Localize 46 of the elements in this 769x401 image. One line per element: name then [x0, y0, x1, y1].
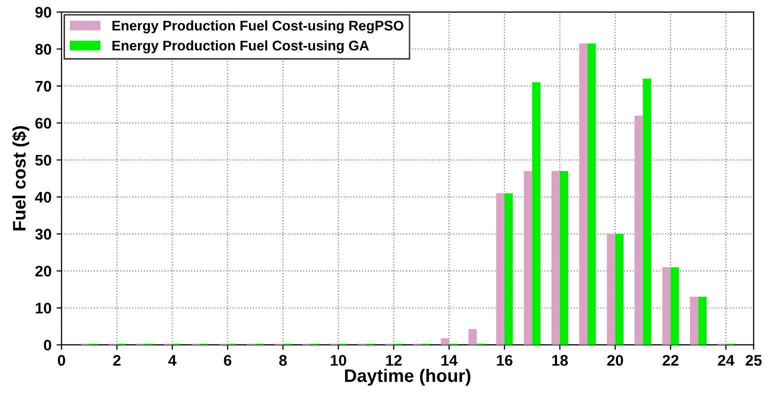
bar	[690, 296, 698, 345]
x-tick-label: 12	[386, 354, 402, 366]
bar	[615, 234, 624, 345]
bar	[504, 193, 513, 345]
bar	[634, 116, 643, 345]
y-tick-label: 70	[35, 80, 52, 92]
x-tick-label: 20	[607, 354, 624, 366]
bar	[579, 43, 588, 345]
y-tick-label: 90	[35, 6, 52, 18]
y-tick-label: 80	[35, 44, 52, 55]
bar	[524, 171, 532, 345]
bar	[560, 171, 568, 345]
x-tick-label: 18	[552, 354, 568, 366]
bar	[662, 267, 671, 345]
x-axis-title: Daytime (hour)	[345, 368, 470, 386]
x-tick-label: 4	[168, 355, 176, 366]
x-tick-label: 6	[224, 354, 232, 366]
x-tick-label: 24	[718, 354, 734, 366]
x-tick-label: 10	[330, 354, 346, 366]
x-tick-label: 16	[496, 354, 512, 366]
x-tick-label: 25	[746, 354, 762, 366]
y-tick-label: 0	[44, 340, 52, 351]
x-tick-label: 14	[442, 355, 458, 366]
legend-label: Energy Production Fuel Cost-using GA	[112, 40, 369, 54]
y-tick-label: 20	[35, 266, 52, 277]
y-tick-label: 60	[35, 118, 52, 129]
x-tick-label: 22	[662, 354, 678, 366]
y-tick-label: 30	[35, 228, 52, 240]
y-tick-label: 10	[36, 302, 52, 314]
bar	[606, 234, 616, 345]
y-tick-label: 40	[35, 192, 52, 203]
bar	[588, 43, 596, 345]
bar	[496, 193, 504, 345]
bar	[552, 171, 560, 345]
legend-label: Energy Production Fuel Cost-using RegPSO	[112, 20, 404, 34]
x-tick-label: 2	[113, 354, 121, 366]
x-tick-label: 0	[58, 354, 66, 366]
y-axis-title: Fuel cost ($)	[12, 126, 30, 230]
x-tick-label: 8	[279, 354, 287, 366]
bar	[468, 328, 477, 345]
bar	[642, 78, 652, 345]
bar	[440, 338, 450, 345]
bar	[670, 267, 679, 345]
bar	[698, 296, 707, 345]
y-tick-label: 50	[35, 154, 52, 166]
bar	[532, 82, 540, 345]
